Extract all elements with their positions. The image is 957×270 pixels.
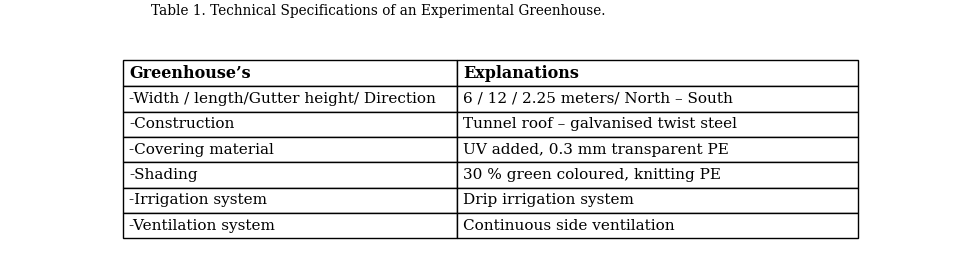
Text: 6 / 12 / 2.25 meters/ North – South: 6 / 12 / 2.25 meters/ North – South (463, 92, 733, 106)
Bar (457, 162, 857, 188)
Bar (457, 60, 857, 86)
Bar (123, 137, 457, 162)
Bar (123, 112, 457, 137)
Bar (123, 188, 457, 213)
Text: -Irrigation system: -Irrigation system (129, 193, 267, 207)
Text: UV added, 0.3 mm transparent PE: UV added, 0.3 mm transparent PE (463, 143, 729, 157)
Bar (457, 213, 857, 238)
Bar (123, 86, 457, 112)
Text: Greenhouse’s: Greenhouse’s (129, 65, 251, 82)
Bar (457, 86, 857, 112)
Text: -Width / length/Gutter height/ Direction: -Width / length/Gutter height/ Direction (129, 92, 436, 106)
Text: -Shading: -Shading (129, 168, 198, 182)
Text: Drip irrigation system: Drip irrigation system (463, 193, 634, 207)
Text: 30 % green coloured, knitting PE: 30 % green coloured, knitting PE (463, 168, 722, 182)
Text: -Covering material: -Covering material (129, 143, 274, 157)
Text: Table 1. Technical Specifications of an Experimental Greenhouse.: Table 1. Technical Specifications of an … (151, 4, 605, 18)
Text: Tunnel roof – galvanised twist steel: Tunnel roof – galvanised twist steel (463, 117, 737, 131)
Bar (123, 162, 457, 188)
Bar (123, 60, 457, 86)
Text: Continuous side ventilation: Continuous side ventilation (463, 218, 675, 232)
Bar (457, 188, 857, 213)
Text: -Construction: -Construction (129, 117, 234, 131)
Bar (457, 112, 857, 137)
Bar (123, 213, 457, 238)
Text: -Ventilation system: -Ventilation system (129, 218, 276, 232)
Bar (457, 137, 857, 162)
Text: Explanations: Explanations (463, 65, 579, 82)
